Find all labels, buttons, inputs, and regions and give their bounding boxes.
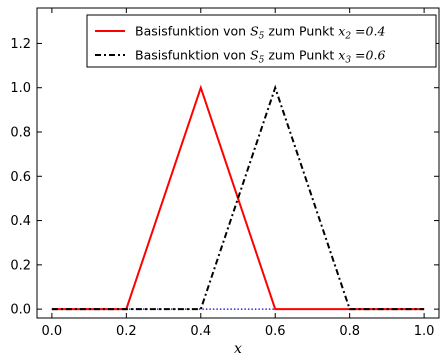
plot-frame xyxy=(36,7,440,319)
legend-label: Basisfunktion von S5 zum Punkt x2 =0.4 xyxy=(135,24,385,42)
y-tick-label: 0.4 xyxy=(10,214,31,229)
axis-ticks: 0.0 0.2 0.4 0.6 0.8 1.0 0.0 0.2 0.4 0.6 0.8 1.0 1.2 xyxy=(10,8,439,339)
x-tick-label: 0.4 xyxy=(190,324,211,339)
legend: Basisfunktion von S5 zum Punkt x2 =0.4 Ba… xyxy=(86,14,437,68)
legend-label: Basisfunktion von S5 zum Punkt x3 =0.6 xyxy=(135,48,385,66)
chart-marks xyxy=(51,84,425,311)
x-tick-label: 0.6 xyxy=(265,324,286,339)
x-tick-label: 0.8 xyxy=(339,324,360,339)
legend-box xyxy=(86,14,437,68)
y-tick-label: 0.8 xyxy=(10,126,31,141)
y-tick-label: 0.0 xyxy=(10,303,31,318)
y-tick-label: 1.0 xyxy=(10,81,31,96)
x-axis-label: x xyxy=(234,341,242,357)
x-tick-label: 1.0 xyxy=(414,324,435,339)
y-tick-label: 1.2 xyxy=(10,37,31,52)
series-line-2 xyxy=(51,84,425,311)
y-tick-label: 0.6 xyxy=(10,170,31,185)
x-tick-label: 0.0 xyxy=(42,324,63,339)
y-tick-label: 0.2 xyxy=(10,258,31,273)
x-tick-label: 0.2 xyxy=(116,324,137,339)
